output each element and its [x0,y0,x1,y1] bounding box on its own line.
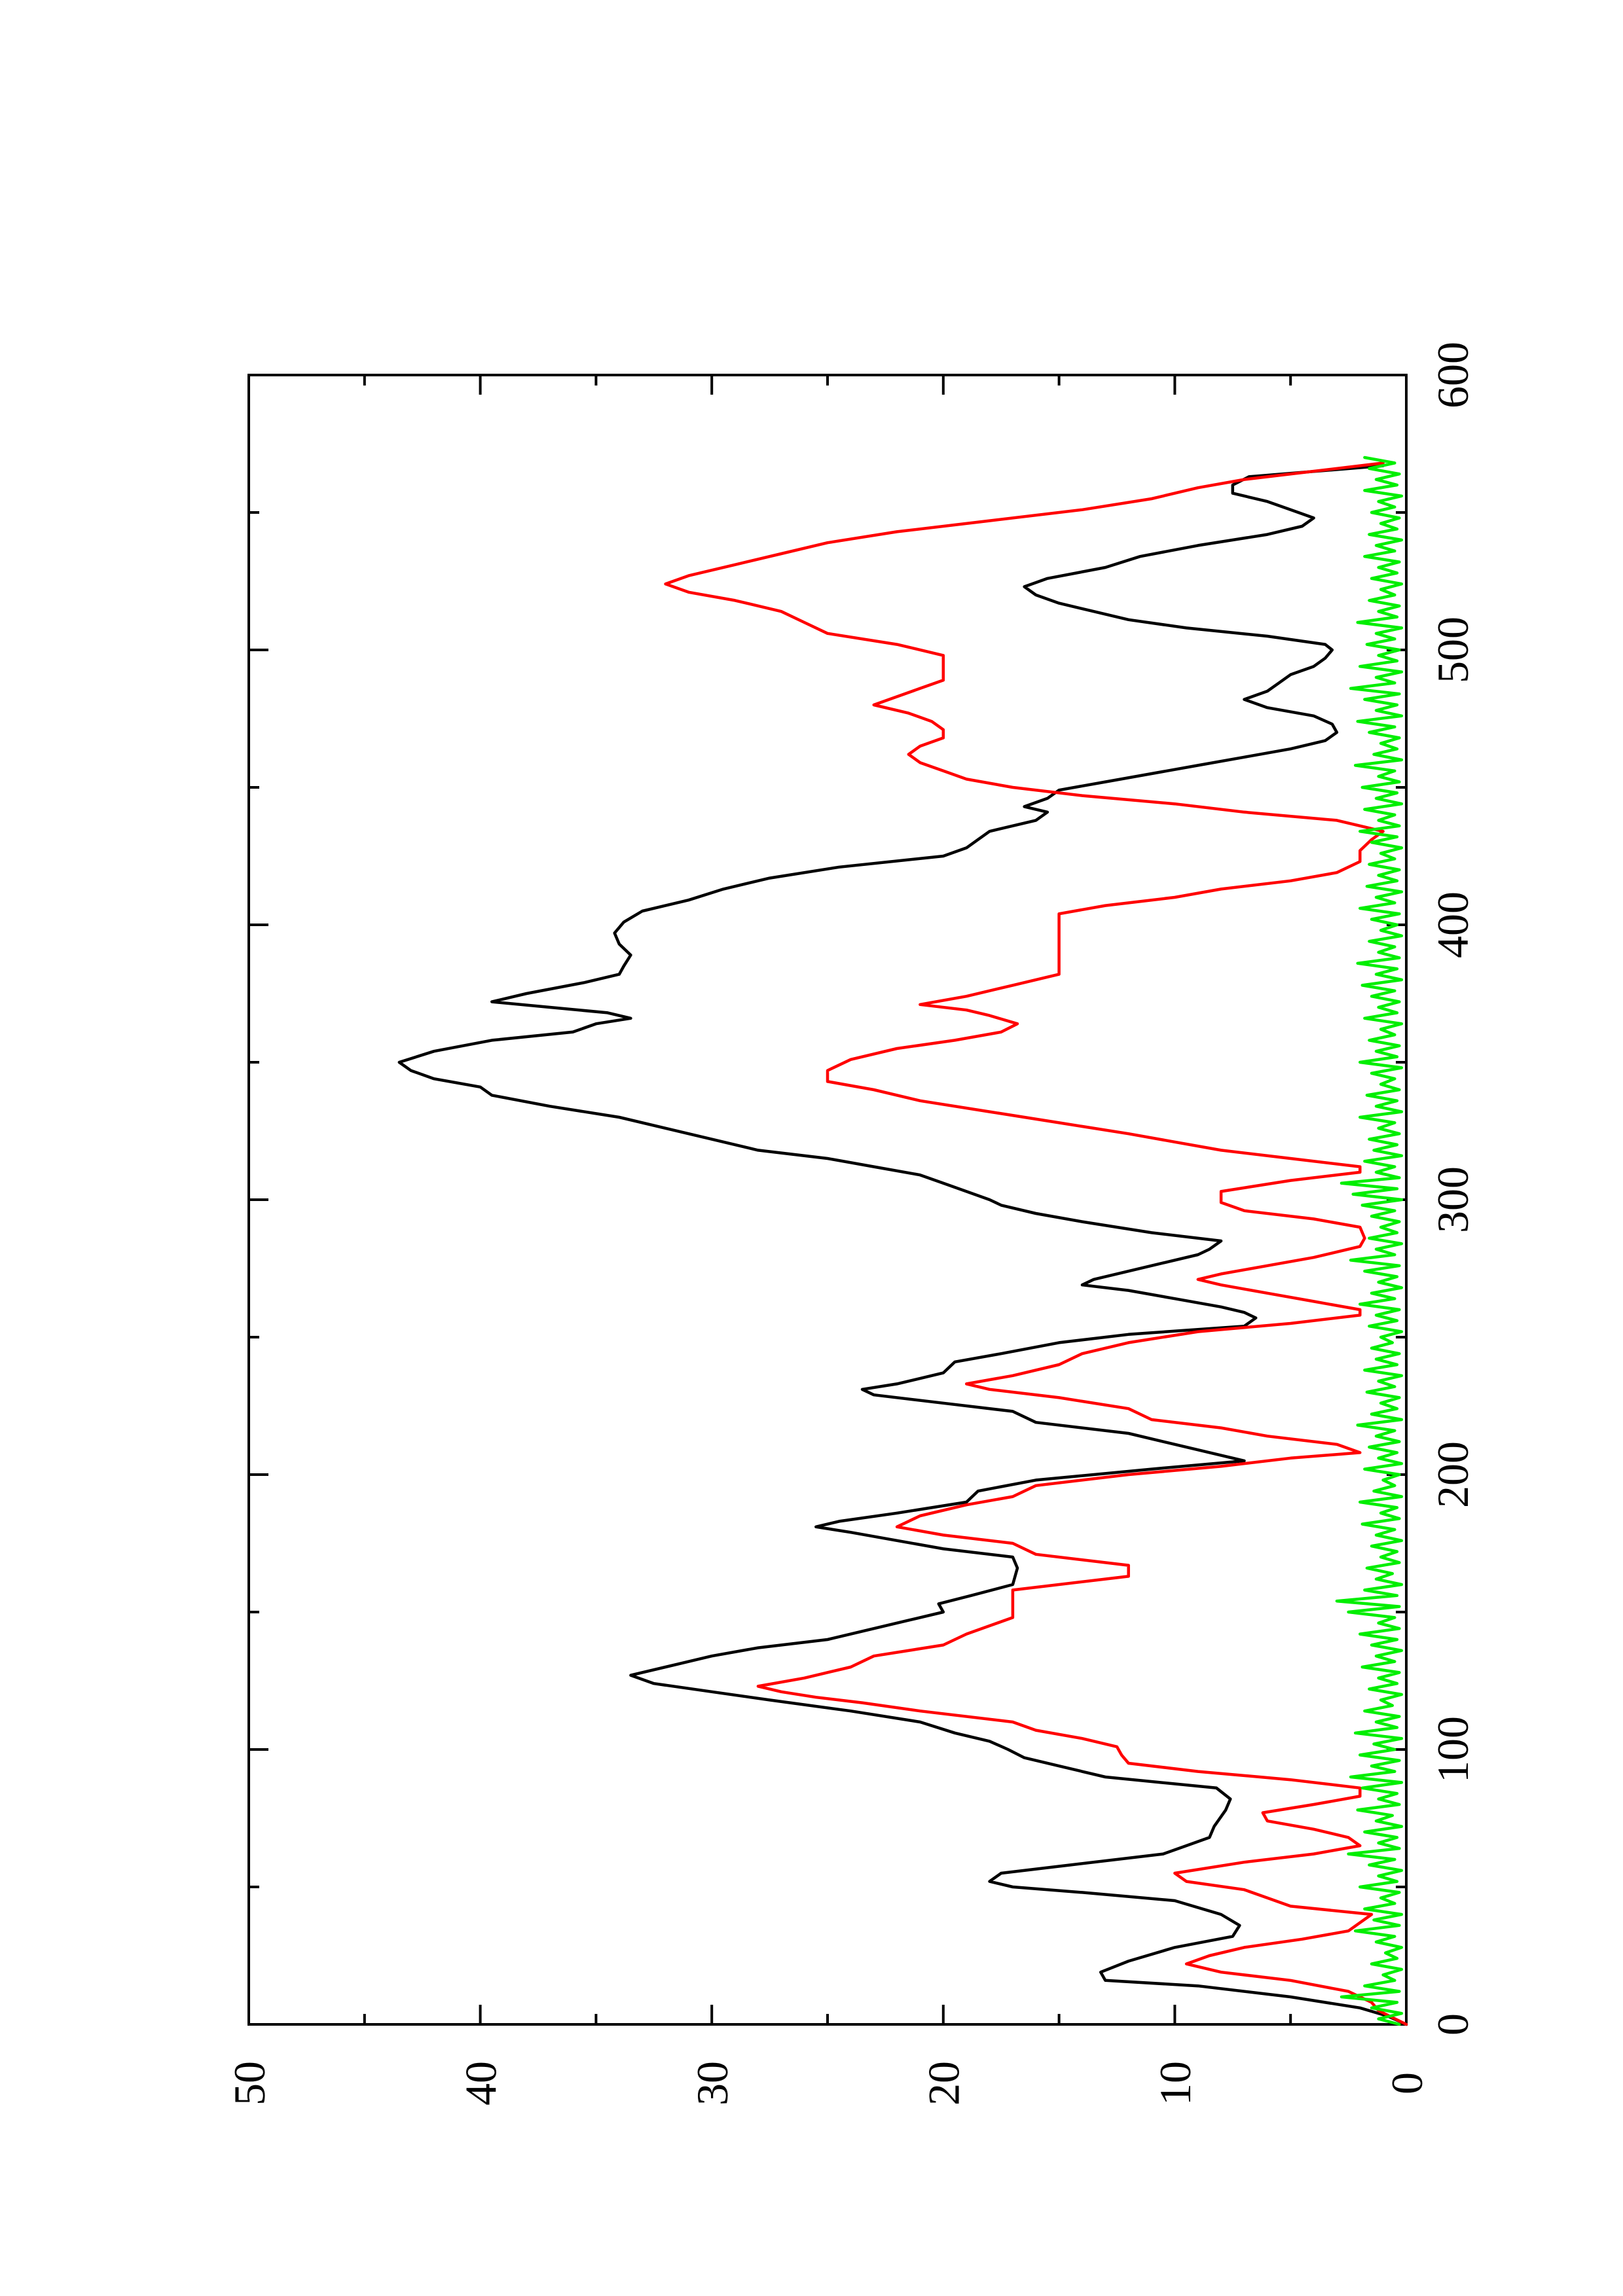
y-tick-label: 40 [456,2061,505,2106]
x-tick-label: 0 [1428,2013,1478,2036]
y-tick-label: 0 [1382,2072,1432,2094]
y-tick-label: 30 [687,2061,737,2106]
y-tick-label: 20 [919,2061,969,2106]
y-tick-label: 50 [225,2061,274,2106]
plot-frame [247,374,1408,2026]
axis-ticks [247,374,1408,2026]
series-line-green [1335,456,1404,2026]
x-tick-label: 200 [1428,1441,1478,1508]
series-line-black [397,464,1408,2026]
x-tick-label: 600 [1428,342,1478,408]
series-lines [397,456,1408,2026]
series-line-red [664,461,1408,2026]
x-tick-label: 100 [1428,1716,1478,1783]
x-tick-label: 300 [1428,1166,1478,1233]
x-tick-label: 400 [1428,891,1478,958]
y-tick-label: 10 [1150,2061,1200,2106]
x-tick-label: 500 [1428,617,1478,683]
tick-labels: 0 100 200 300 400 500 600 0 10 20 30 40 50 [225,342,1478,2106]
